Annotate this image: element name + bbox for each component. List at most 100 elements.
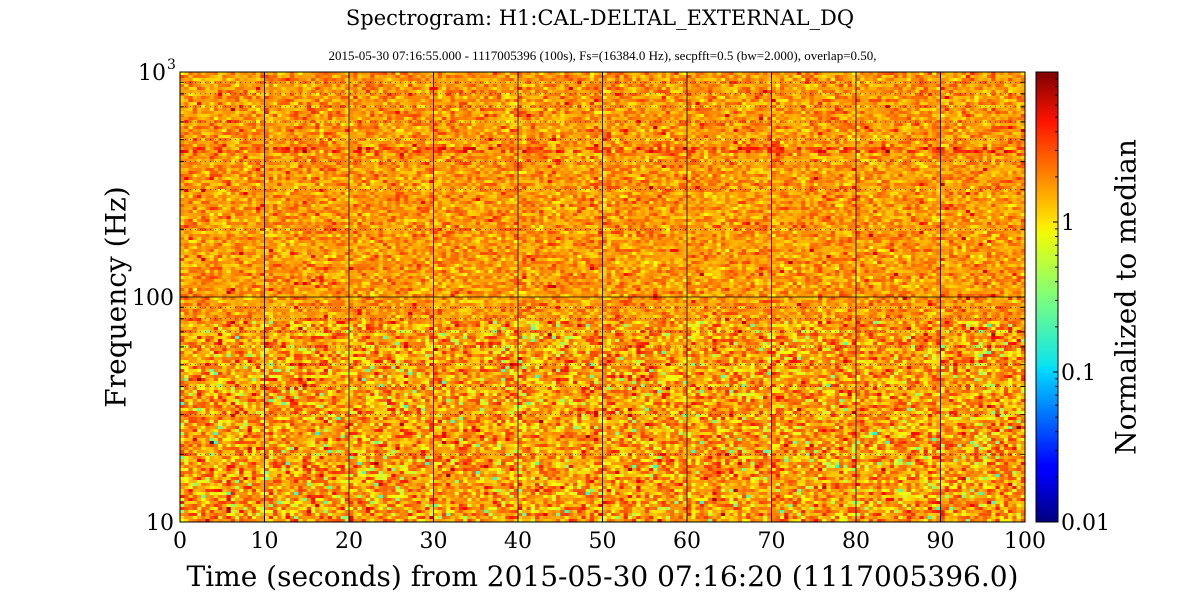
heatmap-cell xyxy=(357,96,363,100)
heatmap-cell xyxy=(851,72,857,76)
heatmap-cell xyxy=(801,135,806,139)
heatmap-cell xyxy=(940,141,946,145)
heatmap-cell xyxy=(682,87,688,91)
heatmap-cell xyxy=(205,117,210,121)
heatmap-cell xyxy=(518,87,523,91)
heatmap-cell xyxy=(420,144,426,148)
heatmap-cell xyxy=(585,105,591,109)
heatmap-cell xyxy=(915,90,920,94)
heatmap-cell xyxy=(251,129,257,133)
heatmap-cell xyxy=(226,99,232,103)
heatmap-cell xyxy=(961,114,967,118)
heatmap-cell xyxy=(754,102,760,106)
heatmap-cell xyxy=(974,72,979,76)
heatmap-cell xyxy=(496,78,502,82)
heatmap-cell xyxy=(518,126,523,130)
heatmap-cell xyxy=(1008,96,1013,100)
heatmap-cell xyxy=(843,96,848,100)
heatmap-cell xyxy=(378,141,384,145)
heatmap-cell xyxy=(315,135,320,139)
heatmap-cell xyxy=(319,114,325,118)
heatmap-cell xyxy=(492,99,498,103)
heatmap-cell xyxy=(982,129,988,133)
heatmap-cell xyxy=(826,81,832,85)
heatmap-cell xyxy=(687,102,692,106)
heatmap-cell xyxy=(687,99,692,103)
heatmap-cell xyxy=(471,105,477,109)
heatmap-cell xyxy=(412,78,418,82)
heatmap-cell xyxy=(995,126,1001,130)
heatmap-cell xyxy=(978,93,984,97)
heatmap-cell xyxy=(775,93,781,97)
heatmap-cell xyxy=(889,81,895,85)
heatmap-cell xyxy=(264,108,270,112)
heatmap-cell xyxy=(640,96,646,100)
heatmap-cell xyxy=(817,90,823,94)
heatmap-cell xyxy=(501,132,506,136)
heatmap-cell xyxy=(564,117,570,121)
heatmap-cell xyxy=(556,117,561,121)
heatmap-cell xyxy=(513,99,519,103)
heatmap-cell xyxy=(813,135,819,139)
heatmap-cell xyxy=(518,129,523,133)
heatmap-cell xyxy=(310,96,316,100)
heatmap-cell xyxy=(479,138,485,142)
heatmap-cell xyxy=(323,96,329,100)
heatmap-cell xyxy=(594,123,599,127)
heatmap-cell xyxy=(572,141,578,145)
heatmap-cell xyxy=(729,81,734,85)
heatmap-cell xyxy=(192,72,198,76)
heatmap-cell xyxy=(682,78,688,82)
heatmap-cell xyxy=(864,78,870,82)
heatmap-cell xyxy=(877,129,882,133)
heatmap-cell xyxy=(294,135,299,139)
heatmap-cell xyxy=(467,123,472,127)
heatmap-cell xyxy=(644,81,650,85)
heatmap-cell xyxy=(281,108,287,112)
heatmap-cell xyxy=(856,99,861,103)
heatmap-cell xyxy=(970,144,975,148)
heatmap-cell xyxy=(868,90,874,94)
heatmap-cell xyxy=(184,93,189,97)
heatmap-cell xyxy=(315,138,320,142)
heatmap-cell xyxy=(906,81,912,85)
heatmap-cell xyxy=(864,135,870,139)
heatmap-cell xyxy=(534,144,540,148)
heatmap-cell xyxy=(399,81,405,85)
heatmap-cell xyxy=(589,117,595,121)
heatmap-cell xyxy=(801,78,806,82)
heatmap-cell xyxy=(830,90,836,94)
heatmap-cell xyxy=(982,144,988,148)
heatmap-cell xyxy=(758,78,764,82)
heatmap-cell xyxy=(906,141,912,145)
heatmap-cell xyxy=(441,90,447,94)
heatmap-cell xyxy=(610,138,616,142)
heatmap-cell xyxy=(644,96,650,100)
heatmap-cell xyxy=(885,138,891,142)
heatmap-cell xyxy=(382,99,388,103)
heatmap-cell xyxy=(716,90,722,94)
heatmap-cell xyxy=(830,117,836,121)
heatmap-cell xyxy=(864,87,870,91)
heatmap-cell xyxy=(564,90,570,94)
heatmap-cell xyxy=(805,117,810,121)
heatmap-cell xyxy=(796,117,802,121)
heatmap-cell xyxy=(805,99,810,103)
heatmap-cell xyxy=(492,78,498,82)
heatmap-cell xyxy=(822,117,827,121)
heatmap-cell xyxy=(1016,120,1022,124)
heatmap-cell xyxy=(860,75,865,79)
heatmap-cell xyxy=(1008,141,1013,145)
heatmap-cell xyxy=(915,117,920,121)
heatmap-cell xyxy=(391,123,396,127)
heatmap-cell xyxy=(627,144,633,148)
heatmap-cell xyxy=(847,135,853,139)
heatmap-cell xyxy=(298,99,303,103)
heatmap-cell xyxy=(898,96,903,100)
heatmap-cell xyxy=(970,75,975,79)
heatmap-cell xyxy=(539,81,544,85)
heatmap-cell xyxy=(856,75,861,79)
heatmap-cell xyxy=(999,99,1005,103)
heatmap-cell xyxy=(264,102,270,106)
heatmap-cell xyxy=(1012,105,1017,109)
